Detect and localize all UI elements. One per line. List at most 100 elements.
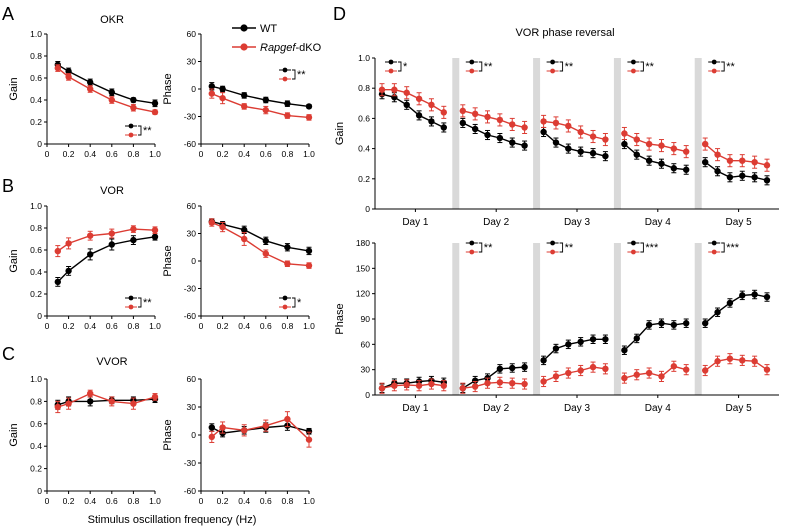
okr_phase-dko-point (262, 106, 269, 114)
vor_phase-sig-bracket (292, 297, 296, 308)
reversal_gain-day2-dko-point (471, 110, 479, 118)
reversal_phase-day4-dko-point (633, 371, 640, 378)
chart-okr_phase: -60 -30 0 30 60 Phase 0 0.2 0.4 0.6 0.8 1.0 ** (162, 29, 315, 159)
reversal_gain-day1-dko-line (382, 89, 445, 113)
vvor_gain-wt-point (87, 398, 94, 405)
reversal_gain-day4-wt-point (621, 140, 628, 148)
reversal_phase-y-tick-label: 0 (365, 390, 370, 400)
vvor_gain-y-tick-label: 0.6 (30, 419, 42, 429)
vvor_gain-x-tick-label: 0.4 (84, 496, 96, 506)
reversal_phase-day2-sig-bracket (478, 242, 483, 253)
reversal_gain-day2-wt-point (459, 119, 466, 127)
panel-letter-b: B (2, 176, 14, 196)
reversal_gain-day5-dko-point (726, 157, 734, 164)
reversal_gain-day5-wt-point (763, 177, 771, 184)
reversal_gain-day4-dko-point (621, 130, 628, 137)
reversal_phase-day4-sig-marker-dko (631, 249, 636, 255)
reversal_gain-day2-wt-point (521, 142, 528, 149)
vvor_phase-x-tick-label: 0.2 (217, 496, 229, 506)
reversal_gain-day2-wt-point (509, 139, 516, 146)
reversal_gain-day5-sig-bracket (721, 61, 725, 72)
vor_gain-wt-point (87, 251, 94, 258)
reversal_phase-day3-dko-point (577, 367, 584, 374)
title-vvor: VVOR (96, 356, 127, 368)
vor_phase-x-tick-label: 0.6 (260, 321, 272, 331)
reversal_gain-day3-dko-point (540, 118, 547, 125)
reversal_phase-day2-dko-point (521, 380, 528, 388)
reversal_gain-day-separator (613, 58, 621, 209)
okr_gain-sig-label: ** (143, 125, 152, 137)
reversal_gain-day-separator (694, 58, 702, 209)
vvor_gain-dko-point (54, 403, 61, 411)
reversal_phase-day2-wt-point (496, 365, 504, 373)
reversal_gain-day2-dko-point (496, 116, 504, 124)
vvor_gain-x-tick-label: 0.6 (106, 496, 118, 506)
legend-marker-wt (240, 24, 248, 32)
reversal_phase-day3-wt-point (552, 345, 560, 352)
vvor_gain-dko-point (130, 400, 137, 407)
reversal_gain-y-tick-label: 0.2 (358, 174, 370, 184)
reversal_gain-y-tick-label: 0.4 (358, 144, 370, 154)
vvor_phase-dko-point (284, 415, 291, 423)
okr_gain-wt-point (151, 100, 159, 107)
okr_phase-y-tick-label: -60 (184, 139, 197, 149)
okr_phase-y-tick-label: 0 (191, 84, 196, 94)
vor_gain-x-tick-label: 1.0 (149, 321, 161, 331)
okr_phase-dko-point (241, 103, 248, 110)
reversal_phase-day3-sig-marker-dko (550, 249, 555, 255)
reversal_gain-day3-dko-point (602, 136, 609, 143)
reversal_phase-day5-dko-point (763, 366, 771, 373)
reversal_gain-day5-sig-label: ** (726, 61, 735, 73)
vor_phase-dko-point (208, 219, 215, 226)
vor_phase-x-tick-label: 0.4 (238, 321, 250, 331)
reversal_phase-day5-dko-point (702, 367, 709, 374)
reversal_gain-day4-wt-point (633, 151, 640, 158)
vor_phase-x-tick-label: 0.8 (281, 321, 293, 331)
okr_gain-wt-point (87, 79, 94, 86)
okr_gain-dko-point (87, 85, 94, 93)
reversal_gain-day5-sig-marker-wt (711, 59, 717, 65)
reversal_phase-day1-dko-point (440, 382, 447, 389)
vor_gain-wt-point (130, 236, 137, 244)
reversal_phase-day3-sig-marker-wt (550, 240, 555, 246)
chart-vvor_phase: -60 -30 0 30 60 Phase 0 0.2 0.4 0.6 0.8 1.0 (162, 374, 315, 506)
vor_gain-wt-point (65, 267, 72, 275)
okr_gain-x-tick-label: 1.0 (149, 149, 161, 159)
reversal_phase-day3-dko-point (589, 363, 597, 371)
okr_phase-y-tick-label: 30 (187, 57, 197, 67)
reversal_gain-day-separator (533, 58, 541, 209)
vvor_phase-wt-point (208, 424, 215, 431)
vor_phase-y-tick-label: -60 (184, 311, 197, 321)
reversal_gain-day3-wt-point (552, 139, 560, 146)
okr_phase-wt-point (262, 96, 269, 104)
reversal_phase-day1-dko-point (428, 380, 435, 388)
vvor_gain-x-tick-label: 0.8 (127, 496, 139, 506)
reversal_phase-day5-dko-point (726, 355, 734, 362)
vor_gain-x-tick-label: 0.6 (106, 321, 118, 331)
reversal_phase-day4-wt-point (670, 321, 678, 329)
okr_gain-x-tick-label: 0 (45, 149, 50, 159)
reversal_phase-day-label: Day 1 (402, 403, 429, 414)
okr_gain-sig-bracket (138, 125, 142, 136)
reversal_gain-day3-sig-bracket (559, 61, 564, 72)
okr_gain-y-axis-label: Gain (8, 77, 20, 100)
reversal_phase-y-tick-label: 30 (361, 365, 371, 375)
okr_gain-wt-point (65, 68, 72, 75)
reversal_gain-day2-dko-point (521, 124, 528, 131)
legend-label-dko-suffix: -dKO (295, 42, 321, 54)
vvor_phase-dko-point (241, 427, 248, 434)
okr_phase-wt-point (284, 100, 291, 107)
reversal_gain-day5-dko-point (739, 157, 746, 164)
vvor_gain-y-tick-label: 1.0 (30, 374, 42, 384)
reversal_gain-day3-wt-point (577, 148, 584, 155)
vor_phase-y-tick-label: -30 (184, 284, 197, 294)
reversal_phase-day3-wt-point (565, 341, 572, 348)
okr_phase-sig-marker-dko (282, 76, 288, 82)
okr_phase-x-tick-label: 0.6 (260, 149, 272, 159)
okr_phase-x-tick-label: 0 (199, 149, 204, 159)
vor_phase-x-tick-label: 0.2 (217, 321, 229, 331)
reversal_phase-day5-wt-point (714, 309, 721, 316)
okr_gain-sig-marker-dko (128, 132, 134, 138)
okr_gain-wt-point (108, 89, 116, 96)
reversal_phase-day2-dko-point (484, 379, 491, 387)
